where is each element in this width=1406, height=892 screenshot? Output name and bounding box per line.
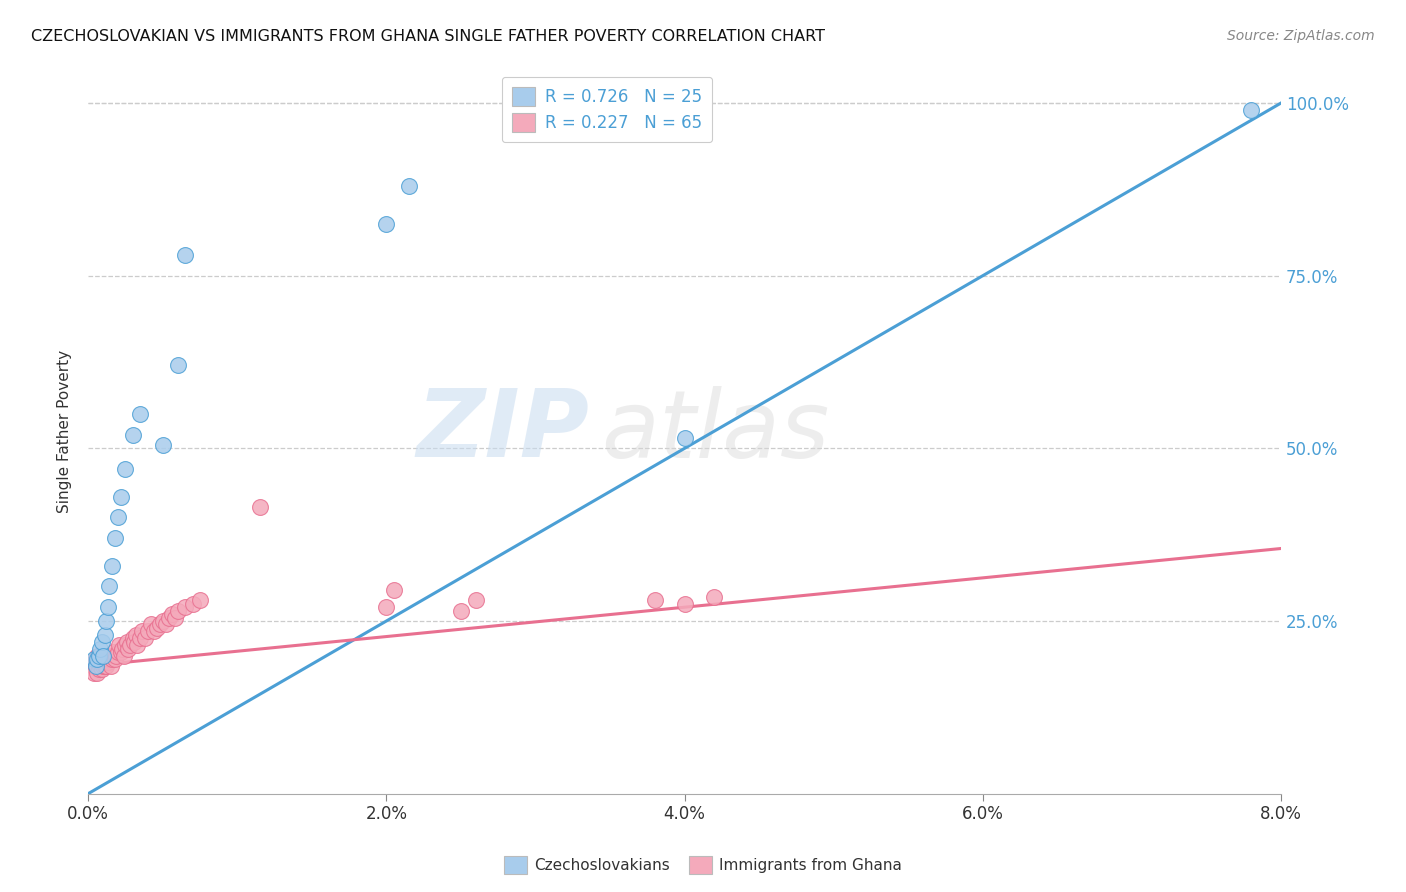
Point bbox=[157, 610, 180, 624]
Point bbox=[118, 638, 141, 652]
Point bbox=[104, 531, 127, 545]
Point bbox=[107, 645, 129, 659]
Point bbox=[110, 490, 132, 504]
Point bbox=[129, 632, 152, 646]
Point bbox=[100, 659, 122, 673]
Point bbox=[115, 634, 138, 648]
Point bbox=[375, 600, 398, 615]
Point bbox=[98, 579, 121, 593]
Point bbox=[87, 656, 110, 670]
Point bbox=[86, 652, 108, 666]
Point bbox=[450, 604, 472, 618]
Point bbox=[166, 604, 188, 618]
Point bbox=[104, 652, 127, 666]
Point bbox=[90, 634, 112, 648]
Point bbox=[86, 648, 108, 663]
Point bbox=[96, 600, 118, 615]
Point bbox=[108, 638, 131, 652]
Point bbox=[155, 617, 177, 632]
Text: atlas: atlas bbox=[600, 385, 830, 476]
Text: Source: ZipAtlas.com: Source: ZipAtlas.com bbox=[1227, 29, 1375, 43]
Point bbox=[103, 645, 125, 659]
Point bbox=[673, 597, 696, 611]
Point bbox=[249, 500, 271, 514]
Point bbox=[105, 648, 128, 663]
Point bbox=[111, 641, 134, 656]
Point bbox=[93, 628, 115, 642]
Point bbox=[101, 652, 124, 666]
Point bbox=[131, 624, 153, 639]
Point bbox=[464, 593, 486, 607]
Point bbox=[149, 617, 172, 632]
Point bbox=[91, 648, 114, 663]
Point bbox=[375, 217, 398, 231]
Point bbox=[83, 652, 105, 666]
Point bbox=[89, 659, 111, 673]
Point bbox=[90, 662, 112, 676]
Point bbox=[84, 652, 107, 666]
Point bbox=[122, 632, 145, 646]
Point bbox=[90, 656, 112, 670]
Point bbox=[136, 624, 159, 639]
Point bbox=[91, 659, 114, 673]
Point bbox=[163, 610, 186, 624]
Point bbox=[160, 607, 183, 621]
Point bbox=[110, 645, 132, 659]
Point bbox=[188, 593, 211, 607]
Point bbox=[87, 662, 110, 676]
Text: ZIP: ZIP bbox=[416, 385, 589, 477]
Point bbox=[82, 659, 104, 673]
Point bbox=[703, 590, 725, 604]
Text: CZECHOSLOVAKIAN VS IMMIGRANTS FROM GHANA SINGLE FATHER POVERTY CORRELATION CHART: CZECHOSLOVAKIAN VS IMMIGRANTS FROM GHANA… bbox=[31, 29, 825, 44]
Point bbox=[98, 652, 121, 666]
Point bbox=[174, 248, 197, 262]
Point bbox=[644, 593, 666, 607]
Point bbox=[94, 614, 117, 628]
Point bbox=[152, 438, 174, 452]
Point bbox=[122, 427, 145, 442]
Point bbox=[145, 621, 167, 635]
Point bbox=[84, 659, 107, 673]
Point bbox=[181, 597, 204, 611]
Point bbox=[114, 462, 136, 476]
Point bbox=[152, 614, 174, 628]
Point bbox=[89, 641, 111, 656]
Point bbox=[86, 665, 108, 680]
Point bbox=[83, 656, 105, 670]
Point bbox=[93, 659, 115, 673]
Point bbox=[84, 659, 107, 673]
Point bbox=[127, 638, 149, 652]
Point bbox=[125, 628, 148, 642]
Point bbox=[89, 652, 111, 666]
Point bbox=[114, 638, 136, 652]
Point bbox=[673, 431, 696, 445]
Point bbox=[166, 359, 188, 373]
Point bbox=[94, 659, 117, 673]
Point bbox=[117, 641, 139, 656]
Point bbox=[87, 648, 110, 663]
Point bbox=[124, 634, 146, 648]
Point bbox=[382, 582, 405, 597]
Point bbox=[83, 665, 105, 680]
Point bbox=[91, 652, 114, 666]
Point bbox=[101, 558, 124, 573]
Legend: Czechoslovakians, Immigrants from Ghana: Czechoslovakians, Immigrants from Ghana bbox=[498, 850, 908, 880]
Point bbox=[174, 600, 197, 615]
Point bbox=[1240, 103, 1263, 117]
Point bbox=[139, 617, 162, 632]
Point bbox=[112, 648, 135, 663]
Y-axis label: Single Father Poverty: Single Father Poverty bbox=[58, 350, 72, 513]
Legend: R = 0.726   N = 25, R = 0.227   N = 65: R = 0.726 N = 25, R = 0.227 N = 65 bbox=[502, 77, 713, 142]
Point bbox=[134, 632, 156, 646]
Point bbox=[96, 656, 118, 670]
Point bbox=[398, 178, 420, 193]
Point bbox=[100, 648, 122, 663]
Point bbox=[142, 624, 165, 639]
Point bbox=[129, 407, 152, 421]
Point bbox=[93, 656, 115, 670]
Point bbox=[107, 510, 129, 524]
Point bbox=[94, 652, 117, 666]
